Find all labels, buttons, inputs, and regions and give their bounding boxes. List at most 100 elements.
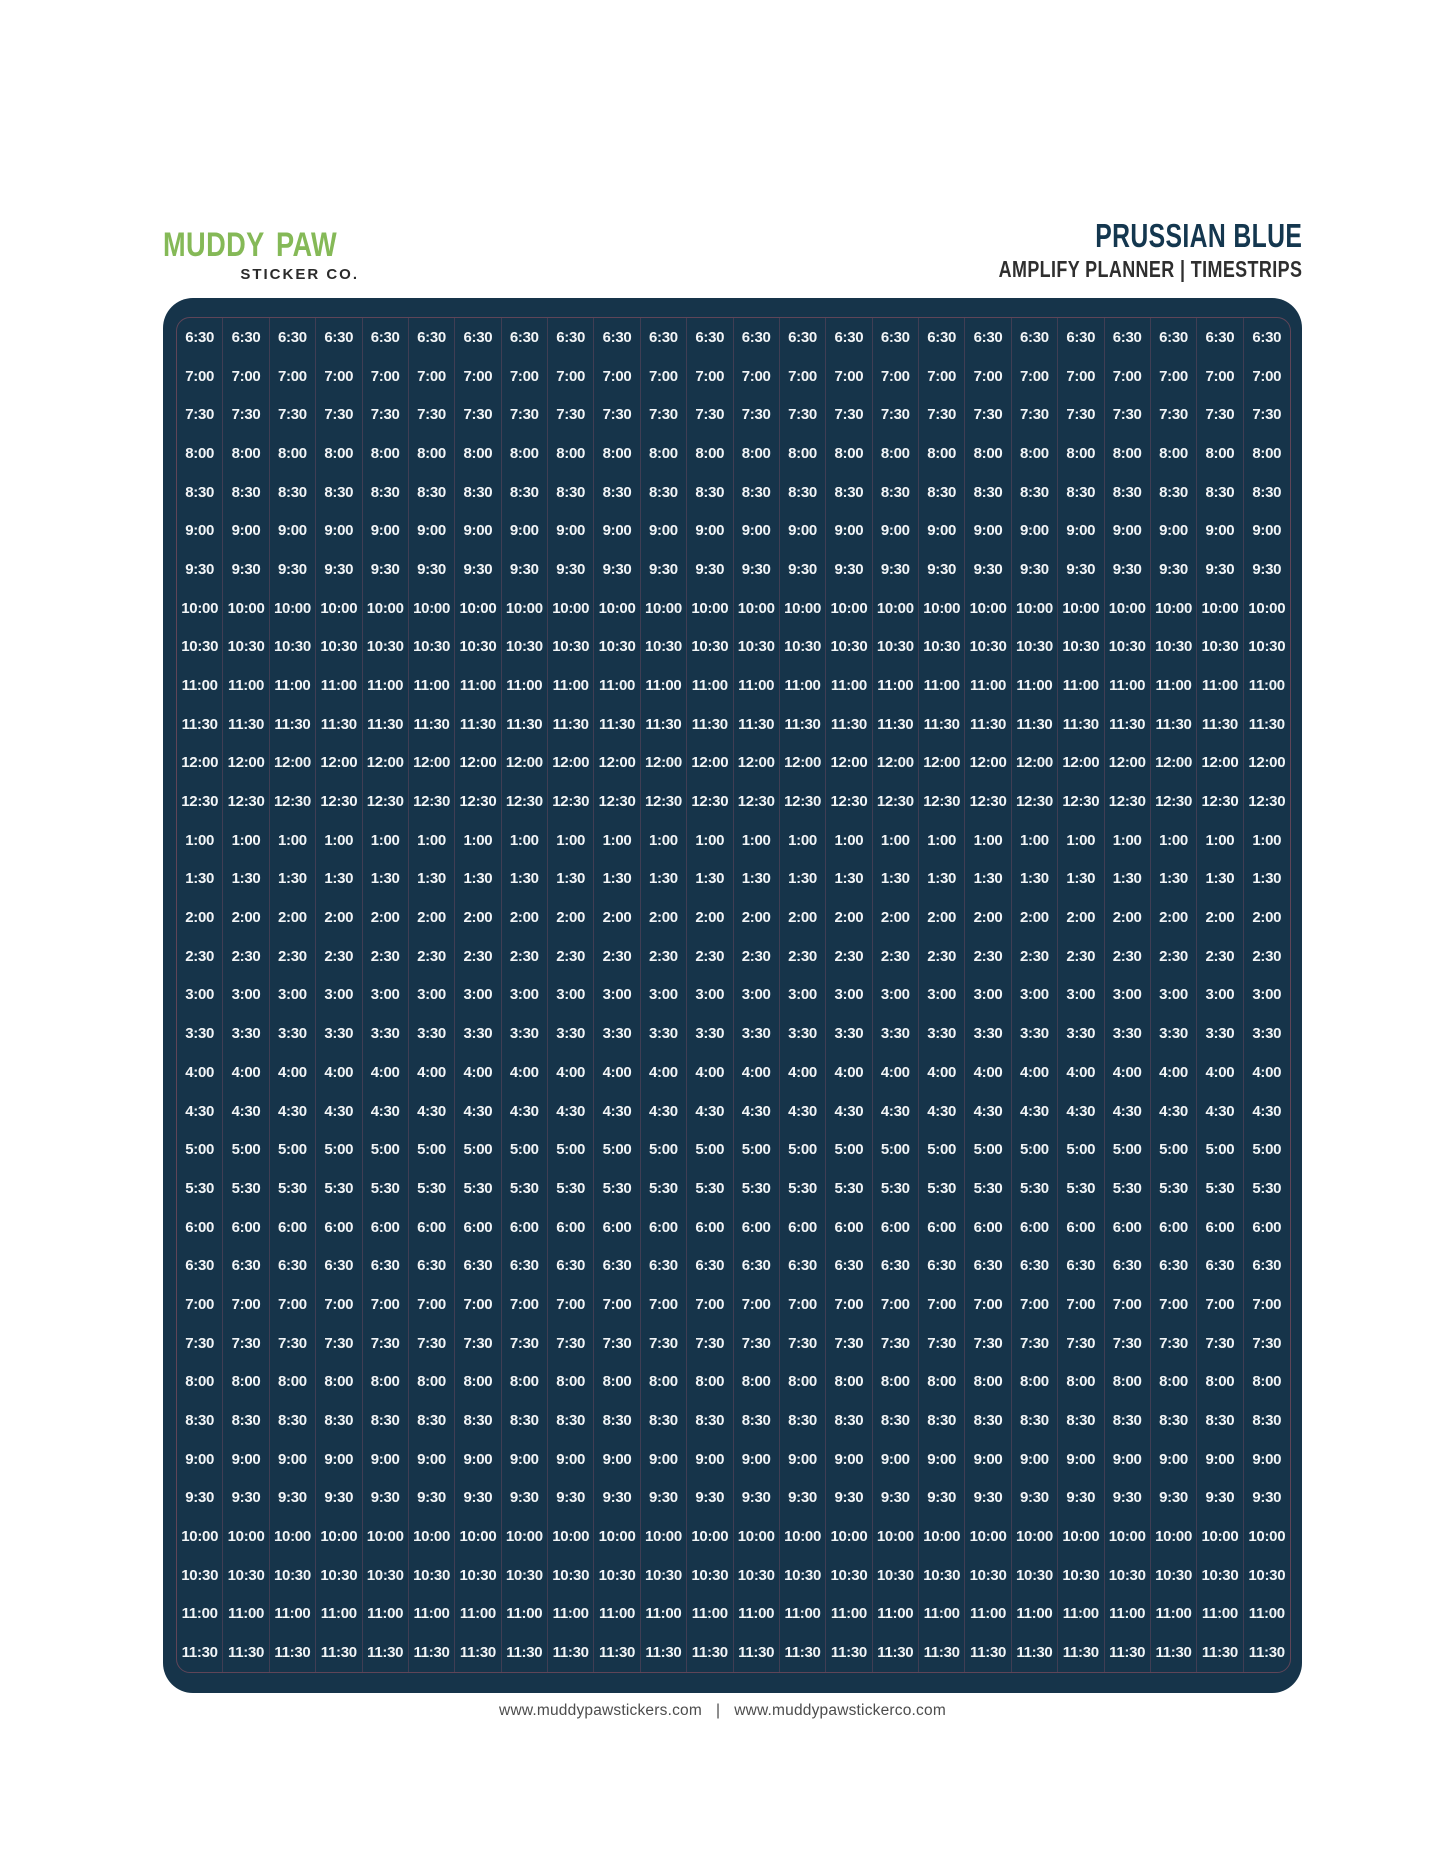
- time-cell: 5:00: [1058, 1130, 1105, 1170]
- time-cell: 10:30: [1248, 638, 1286, 656]
- time-cell: 9:00: [270, 1439, 317, 1479]
- time-cell: 9:00: [919, 511, 966, 551]
- time-cell: 10:00: [316, 1517, 363, 1556]
- time-cell: 12:30: [548, 782, 595, 821]
- time-cell: 1:30: [548, 859, 595, 899]
- time-cell: 7:30: [363, 1323, 409, 1363]
- time-cell: 8:00: [548, 1362, 595, 1402]
- time-cell: 9:00: [919, 1439, 966, 1479]
- time-cell: 7:00: [873, 356, 919, 396]
- time-cell: 8:00: [1012, 1362, 1059, 1402]
- time-cell: 2:30: [177, 936, 224, 976]
- time-cell: 6:30: [223, 1246, 270, 1286]
- time-cell: 6:30: [177, 1246, 224, 1286]
- time-cell: 5:00: [502, 1130, 548, 1170]
- time-cell: 11:30: [270, 704, 317, 744]
- time-cell: 10:00: [594, 1517, 641, 1556]
- time-cell: 5:30: [1012, 1169, 1059, 1208]
- time-cell: 5:00: [316, 1130, 363, 1170]
- time-cell: 6:30: [1105, 1246, 1151, 1286]
- time-cell: 11:30: [548, 1633, 595, 1672]
- time-cell: 7:30: [223, 1323, 270, 1363]
- time-cell: 7:30: [455, 395, 502, 435]
- time-cell: 9:30: [1058, 550, 1105, 589]
- time-cell: 2:30: [965, 936, 1012, 976]
- time-cell: 8:00: [455, 1362, 502, 1402]
- paw-print-icon: [268, 226, 272, 264]
- time-cell: 8:00: [734, 1362, 780, 1402]
- time-cell: 8:00: [687, 434, 734, 473]
- time-cell: 8:30: [1197, 472, 1244, 512]
- time-cell: 10:00: [1058, 588, 1105, 628]
- time-cell: 9:30: [1151, 550, 1198, 589]
- time-cell: 2:00: [270, 898, 317, 937]
- product-title: PRUSSIAN BLUE: [1094, 217, 1302, 254]
- time-cell: 10:00: [687, 1517, 734, 1556]
- brand-logo: MUDDY PAW STICKER CO.: [163, 226, 359, 283]
- time-cell: 5:30: [687, 1169, 734, 1208]
- time-cell: 8:30: [1252, 483, 1282, 501]
- time-cell: 3:30: [363, 1014, 409, 1054]
- time-cell: 9:00: [177, 1439, 224, 1479]
- footer: www.muddypawstickers.com | www.muddypawsti…: [0, 1702, 1445, 1720]
- time-cell: 11:30: [687, 1633, 734, 1672]
- time-cell: 10:30: [641, 1555, 688, 1595]
- time-cell: 5:30: [177, 1169, 224, 1208]
- time-cell: 5:00: [919, 1130, 966, 1170]
- time-cell: 8:00: [826, 1362, 873, 1402]
- time-cell: 4:00: [780, 1053, 827, 1092]
- time-cell: 1:00: [316, 820, 363, 860]
- time-cell: 7:30: [270, 1323, 317, 1363]
- time-cell: 10:00: [734, 1517, 780, 1556]
- time-cell: 8:30: [548, 1401, 595, 1440]
- time-cell: 11:30: [1058, 1633, 1105, 1672]
- time-cell: 11:30: [1197, 704, 1244, 744]
- time-cell: 10:00: [1248, 1528, 1286, 1546]
- time-cell: 7:30: [965, 1323, 1012, 1363]
- time-cell: 11:00: [734, 666, 780, 705]
- time-cell: 3:30: [223, 1014, 270, 1054]
- time-cell: 4:00: [270, 1053, 317, 1092]
- time-cell: 9:30: [780, 1478, 827, 1518]
- time-cell: 12:00: [965, 743, 1012, 783]
- time-cell: 7:00: [1105, 356, 1151, 396]
- time-cell: 10:30: [687, 1555, 734, 1595]
- time-cell: 5:00: [548, 1130, 595, 1170]
- time-cell: 8:30: [363, 1401, 409, 1440]
- time-cell: 8:30: [502, 472, 548, 512]
- time-cell: 11:30: [826, 704, 873, 744]
- time-cell: 5:00: [1197, 1130, 1244, 1170]
- time-cell: 4:30: [1012, 1091, 1059, 1131]
- time-cell: 10:00: [1105, 1517, 1151, 1556]
- time-cell: 8:30: [177, 472, 224, 512]
- time-cell: 11:30: [1248, 1644, 1285, 1662]
- time-cell: 4:00: [502, 1053, 548, 1092]
- time-cell: 11:30: [1105, 1633, 1151, 1672]
- time-cell: 6:00: [270, 1207, 317, 1247]
- time-cell: 12:30: [316, 782, 363, 821]
- time-cell: 7:30: [223, 395, 270, 435]
- time-cell: 12:30: [502, 782, 548, 821]
- time-cell: 6:30: [1012, 1246, 1059, 1286]
- time-cell: 9:30: [687, 1478, 734, 1518]
- time-cell: 10:00: [780, 1517, 827, 1556]
- time-cell: 1:30: [1252, 870, 1282, 888]
- time-cell: 7:00: [548, 356, 595, 396]
- time-cell: 6:30: [363, 318, 409, 357]
- time-cell: 8:00: [1151, 1362, 1198, 1402]
- time-cell: 9:30: [455, 1478, 502, 1518]
- time-cell: 7:30: [1151, 1323, 1198, 1363]
- time-cell: 6:30: [270, 318, 317, 357]
- time-cell: 10:30: [734, 1555, 780, 1595]
- time-cell: 7:00: [1058, 1285, 1105, 1324]
- time-cell: 10:30: [270, 627, 317, 667]
- time-cell: 9:00: [780, 1439, 827, 1479]
- time-cell: 9:30: [548, 550, 595, 589]
- time-cell: 7:00: [873, 1285, 919, 1324]
- time-cell: 4:00: [455, 1053, 502, 1092]
- time-cell: 3:30: [1151, 1014, 1198, 1054]
- time-cell: 6:30: [1058, 318, 1105, 357]
- time-cell: 11:00: [734, 1594, 780, 1634]
- time-cell: 11:30: [1248, 715, 1285, 733]
- time-cell: 1:30: [965, 859, 1012, 899]
